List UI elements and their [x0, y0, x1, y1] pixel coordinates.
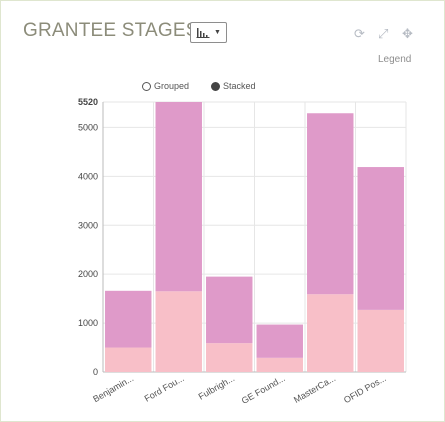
- bar-segment-lower: [206, 343, 253, 372]
- bar-segment-upper: [206, 276, 253, 344]
- bar-segment-lower: [256, 357, 303, 372]
- y-tick-label: 0: [93, 367, 98, 377]
- chart-type-dropdown[interactable]: ▼: [190, 22, 227, 43]
- chevron-down-icon: ▼: [214, 29, 221, 36]
- bar-segment-upper: [307, 113, 354, 295]
- bar-segment-lower: [105, 347, 152, 372]
- y-tick-label: 5520: [78, 97, 98, 107]
- stacked-label: Stacked: [223, 81, 256, 91]
- bar-segment-upper: [155, 102, 202, 292]
- y-tick-label: 2000: [78, 269, 98, 279]
- widget-title: GRANTEE STAGES: [23, 20, 199, 41]
- y-tick-label: 1000: [78, 318, 98, 328]
- bar-segment-upper: [256, 324, 303, 358]
- grouped-radio[interactable]: [142, 81, 151, 91]
- move-icon[interactable]: ✥: [402, 26, 413, 41]
- bar-segment-lower: [155, 291, 202, 372]
- bar-segment-upper: [357, 167, 404, 310]
- y-tick-label: 3000: [78, 220, 98, 230]
- stacked-radio[interactable]: [211, 81, 220, 91]
- x-tick-label: Ford Fou...: [143, 373, 186, 404]
- y-tick-label: 5000: [78, 122, 98, 132]
- bar-segment-upper: [105, 290, 152, 348]
- grouped-label: Grouped: [154, 81, 190, 91]
- refresh-icon[interactable]: ⟳: [354, 26, 365, 41]
- legend-link[interactable]: Legend: [378, 54, 412, 65]
- x-tick-label: OFID Pos...: [342, 373, 388, 405]
- y-tick-label: 4000: [78, 171, 98, 181]
- bar-segment-lower: [307, 294, 354, 372]
- grouped-option[interactable]: Grouped: [142, 81, 189, 91]
- stacked-option[interactable]: Stacked: [211, 81, 256, 91]
- bar-chart-icon: [196, 28, 210, 38]
- x-tick-label: Fulbrigh...: [197, 373, 237, 402]
- x-tick-label: GE Found...: [240, 373, 287, 406]
- x-tick-label: Benjamin...: [91, 373, 135, 404]
- expand-icon[interactable]: ⤢: [378, 26, 389, 41]
- bar-segment-lower: [357, 309, 404, 372]
- x-tick-label: MasterCa...: [292, 373, 337, 405]
